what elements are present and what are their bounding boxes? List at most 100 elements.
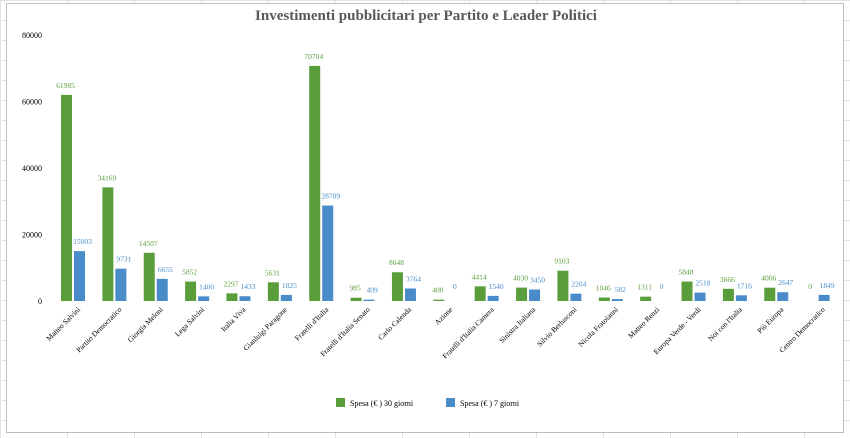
bar-7-giorni (570, 293, 582, 301)
bar-30-giorni (681, 281, 693, 301)
bar-7-giorni (404, 288, 416, 301)
chart-frame (6, 3, 844, 433)
bar-7-giorni (156, 278, 168, 301)
bar-30-giorni (557, 270, 569, 301)
bar-7-giorni (363, 299, 375, 301)
data-label-30-giorni: 70704 (304, 52, 323, 61)
data-label-7-giorni: 28709 (321, 192, 340, 201)
bar-7-giorni (529, 289, 541, 301)
data-label-7-giorni: 1849 (820, 281, 835, 290)
bar-30-giorni (185, 281, 197, 301)
bar-30-giorni (226, 293, 238, 301)
data-label-7-giorni: 3764 (406, 274, 421, 283)
category-label: Sinistra Italiana (497, 305, 537, 345)
bar-7-giorni (280, 294, 292, 301)
y-tick-label: 40000 (22, 164, 42, 173)
data-label-30-giorni: 400 (432, 286, 444, 295)
data-label-7-giorni: 0 (660, 282, 664, 291)
data-label-7-giorni: 15003 (73, 237, 92, 246)
category-label: Più Europa (755, 305, 786, 336)
category-label: Azione (433, 305, 455, 327)
bar-30-giorni (722, 288, 734, 301)
data-label-7-giorni: 582 (615, 285, 627, 294)
category-label: Gianluigi Paragone (241, 305, 289, 353)
data-label-7-giorni: 1825 (282, 281, 297, 290)
y-tick-label: 0 (38, 297, 42, 306)
bar-7-giorni (198, 296, 210, 301)
category-label: Carlo Calenda (376, 305, 413, 342)
data-label-7-giorni: 6655 (158, 265, 173, 274)
bar-30-giorni (433, 299, 445, 301)
data-label-7-giorni: 409 (366, 286, 378, 295)
data-label-7-giorni: 1433 (240, 282, 255, 291)
category-label: Noi con l'Italia (706, 305, 744, 343)
bar-30-giorni (598, 297, 610, 301)
data-label-30-giorni: 5852 (182, 268, 197, 277)
y-tick-label: 60000 (22, 98, 42, 107)
data-label-30-giorni: 0 (808, 282, 812, 291)
bar-30-giorni (309, 65, 321, 301)
data-label-30-giorni: 1046 (596, 284, 611, 293)
category-label: Silvio Berlusconi (535, 305, 578, 348)
data-label-7-giorni: 2647 (778, 278, 793, 287)
y-tick-label: 80000 (22, 31, 42, 40)
data-label-30-giorni: 3666 (720, 275, 735, 284)
bar-7-giorni (322, 205, 334, 301)
bar-30-giorni (143, 252, 155, 301)
bar-7-giorni (777, 292, 789, 301)
bar-30-giorni (516, 287, 528, 301)
data-label-30-giorni: 61985 (56, 81, 75, 90)
data-label-30-giorni: 9103 (554, 257, 569, 266)
data-label-7-giorni: 3450 (530, 276, 545, 285)
data-label-30-giorni: 4414 (472, 272, 487, 281)
category-label: Fratelli d'Italia (293, 305, 331, 343)
bar-30-giorni (764, 287, 776, 301)
data-label-30-giorni: 5848 (679, 268, 694, 277)
category-label: Giorgia Meloni (126, 305, 165, 344)
data-label-30-giorni: 14507 (139, 239, 158, 248)
legend-swatch (336, 398, 345, 407)
legend-entry: Spesa (€ ) 30 giorni (350, 399, 414, 408)
bar-30-giorni (474, 286, 486, 301)
data-label-30-giorni: 5631 (265, 268, 280, 277)
bar-7-giorni (487, 295, 499, 301)
data-label-30-giorni: 34169 (97, 173, 116, 182)
category-label: Partito Democratico (74, 305, 123, 354)
bar-7-giorni (818, 294, 830, 301)
y-tick-label: 20000 (22, 231, 42, 240)
data-label-30-giorni: 4006 (761, 274, 776, 283)
bar-7-giorni (694, 292, 706, 301)
legend-entry: Spesa (€ ) 7 giorni (460, 399, 520, 408)
bar-7-giorni (239, 296, 251, 301)
bar-7-giorni (735, 295, 747, 301)
bar-30-giorni (267, 282, 279, 301)
bar-7-giorni (115, 268, 127, 301)
data-label-7-giorni: 2204 (571, 280, 586, 289)
bar-30-giorni (350, 297, 362, 301)
category-label: Centro Democratico (777, 305, 827, 355)
data-label-7-giorni: 1400 (199, 282, 214, 291)
chart-title: Investimenti pubblicitari per Partito e … (255, 8, 597, 24)
data-label-7-giorni: 2518 (696, 279, 711, 288)
bar-30-giorni (640, 296, 652, 301)
data-label-30-giorni: 2297 (223, 279, 238, 288)
data-label-30-giorni: 4030 (513, 274, 528, 283)
data-label-30-giorni: 985 (349, 284, 361, 293)
data-label-7-giorni: 0 (453, 282, 457, 291)
bar-7-giorni (611, 299, 623, 301)
bar-30-giorni (102, 187, 114, 301)
data-label-7-giorni: 1540 (489, 282, 504, 291)
bar-7-giorni (74, 251, 85, 301)
category-label: Nicola Fratoianni (576, 305, 620, 349)
bar-30-giorni (391, 272, 403, 301)
legend-swatch (446, 398, 455, 407)
category-label: Matteo Salvini (44, 305, 82, 343)
data-label-30-giorni: 1311 (637, 283, 652, 292)
category-label: Matteo Renzi (626, 305, 661, 340)
bar-30-giorni (61, 94, 72, 301)
data-label-30-giorni: 8648 (389, 258, 404, 267)
data-label-7-giorni: 1716 (737, 281, 752, 290)
category-label: Italia Viva (219, 305, 248, 334)
data-label-7-giorni: 9731 (116, 255, 131, 264)
category-label: Lega Salvini (173, 305, 206, 338)
